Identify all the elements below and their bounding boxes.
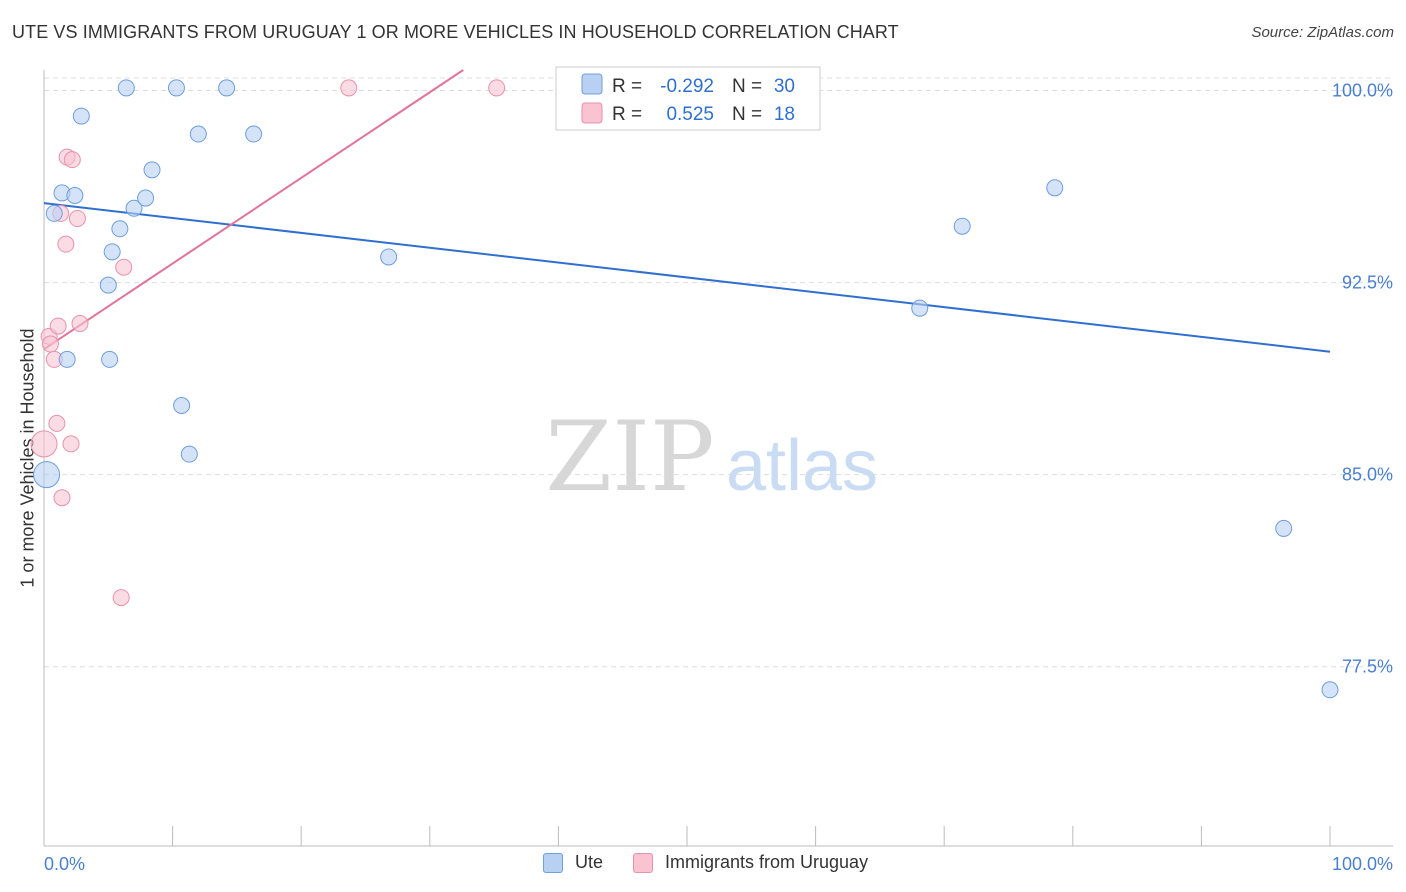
legend-item-uruguay: Immigrants from Uruguay (633, 852, 868, 873)
grid-lines (44, 77, 1393, 668)
x-tick-label-min: 0.0% (44, 854, 85, 874)
point-ute-1 (45, 204, 63, 222)
x-tick-labels: 0.0% 100.0% (44, 854, 1393, 874)
point-ute-20 (380, 248, 398, 266)
point-ute-23 (911, 299, 929, 317)
point-ute-4 (66, 186, 84, 204)
correlation-legend: R = -0.292 N = 30 R = 0.525 N = 18 (555, 66, 821, 131)
legend-n-label-ute: N = (732, 76, 762, 97)
point-uruguay-4 (48, 414, 66, 432)
legend-r-value-ute: -0.292 (660, 76, 714, 97)
y-tick-labels: 100.0% 92.5% 85.0% 77.5% (1332, 80, 1393, 676)
trend-line-ute (43, 202, 1331, 353)
legend-swatch-ute (581, 73, 603, 95)
point-ute-26 (1275, 519, 1293, 537)
legend-n-value-uruguay: 18 (774, 104, 795, 125)
point-uruguay-14 (115, 258, 133, 276)
legend-r-value-uruguay: 0.525 (666, 104, 714, 125)
point-ute-15 (173, 396, 191, 414)
legend-r-label-uruguay: R = (612, 104, 642, 125)
point-ute-25 (1046, 179, 1064, 197)
point-uruguay-7 (53, 489, 71, 507)
series-legend: Ute Immigrants from Uruguay (543, 852, 898, 873)
point-uruguay-11 (63, 151, 81, 169)
source-label: Source: ZipAtlas.com (1251, 24, 1394, 41)
y-tick-label-3: 77.5% (1342, 657, 1393, 677)
point-ute-17 (189, 125, 207, 143)
watermark: ZIP atlas (545, 401, 878, 513)
y-tick-label-0: 100.0% (1332, 80, 1393, 100)
point-ute-14 (167, 79, 185, 97)
point-ute-0 (33, 461, 61, 489)
legend-item-ute: Ute (543, 852, 603, 873)
point-uruguay-5 (49, 317, 67, 335)
point-ute-6 (101, 350, 119, 368)
point-uruguay-8 (57, 235, 75, 253)
point-uruguay-12 (68, 210, 86, 228)
point-ute-13 (143, 161, 161, 179)
point-uruguay-2 (41, 335, 59, 353)
legend-n-value-ute: 30 (774, 76, 795, 97)
y-tick-label-1: 92.5% (1342, 273, 1393, 293)
legend-label-uruguay: Immigrants from Uruguay (665, 852, 869, 872)
legend-swatch-uruguay-bottom (633, 852, 654, 873)
legend-label-ute: Ute (575, 852, 604, 872)
point-ute-3 (58, 350, 76, 368)
watermark-zip: ZIP (545, 401, 714, 513)
point-ute-24 (953, 217, 971, 235)
point-ute-27 (1321, 681, 1339, 699)
chart-title: UTE VS IMMIGRANTS FROM URUGUAY 1 OR MORE… (12, 22, 899, 42)
legend-r-label-ute: R = (612, 76, 642, 97)
trend-line-uruguay (43, 69, 464, 350)
point-uruguay-0 (30, 430, 58, 458)
point-uruguay-16 (340, 79, 358, 97)
point-uruguay-17 (488, 79, 506, 97)
point-ute-16 (180, 445, 198, 463)
x-tick-label-max: 100.0% (1332, 854, 1393, 874)
legend-n-label-uruguay: N = (732, 104, 762, 125)
point-ute-11 (125, 199, 143, 217)
point-ute-10 (117, 79, 135, 97)
trend-lines (43, 69, 1331, 353)
point-uruguay-10 (62, 435, 80, 453)
point-ute-12 (137, 189, 155, 207)
data-points (30, 79, 1339, 699)
point-ute-9 (111, 220, 129, 238)
point-ute-5 (72, 107, 90, 125)
point-ute-7 (99, 276, 117, 294)
point-ute-18 (218, 79, 236, 97)
axes (43, 70, 1393, 847)
point-uruguay-15 (112, 589, 130, 607)
watermark-atlas: atlas (726, 426, 878, 506)
legend-swatch-ute-bottom (543, 852, 563, 873)
y-tick-label-2: 85.0% (1342, 465, 1393, 485)
point-ute-8 (103, 243, 121, 261)
legend-swatch-uruguay (581, 102, 603, 124)
point-uruguay-13 (71, 315, 89, 333)
point-ute-19 (245, 125, 263, 143)
